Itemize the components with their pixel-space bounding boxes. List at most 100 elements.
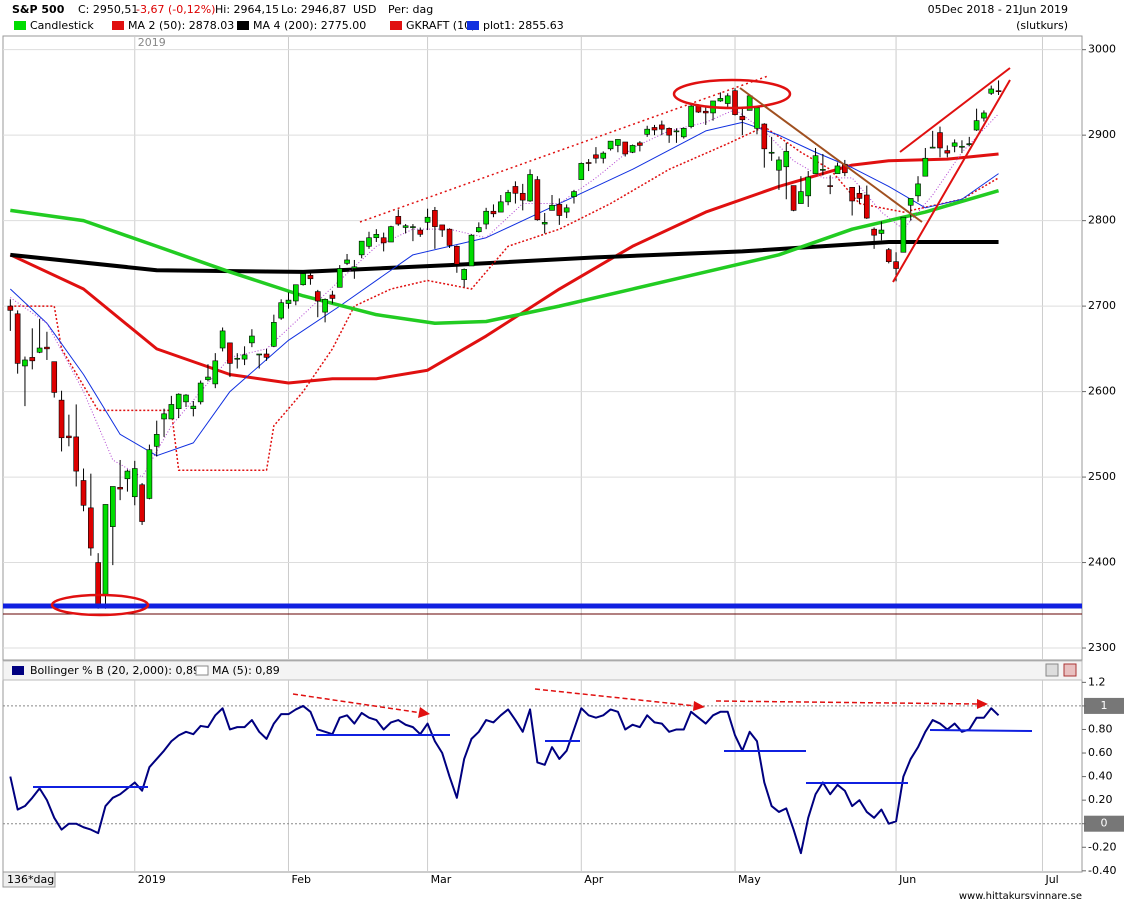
- candle-body: [556, 204, 563, 216]
- arrow: [534, 688, 697, 707]
- candle-body: [300, 273, 306, 286]
- candle-body: [600, 152, 607, 159]
- y-tick-label: -0.40: [1088, 864, 1116, 877]
- candle-body: [973, 120, 980, 131]
- candle-body: [995, 90, 1002, 93]
- trend-line: [899, 67, 1011, 153]
- candle-body: [468, 234, 475, 267]
- candle-body: [959, 145, 965, 148]
- candle-body: [790, 185, 797, 211]
- candle-body: [14, 313, 21, 364]
- candle-body: [812, 155, 819, 174]
- price-note: (slutkurs): [1016, 19, 1068, 32]
- candle-body: [446, 228, 453, 246]
- icon[interactable]: [1045, 663, 1059, 677]
- candle-body: [117, 487, 123, 490]
- candle-body: [893, 261, 899, 269]
- currency: USD: [353, 3, 377, 16]
- date-range: 05Dec 2018 - 21Jun 2019: [928, 3, 1068, 16]
- candle-body: [907, 198, 914, 206]
- candle-body: [22, 359, 28, 367]
- candle-body: [615, 139, 621, 146]
- tick-highlight: [1084, 697, 1124, 714]
- y-tick-label: 1: [1101, 699, 1108, 712]
- candle-body: [563, 207, 570, 213]
- candle-body: [461, 269, 467, 280]
- candle-body: [249, 335, 255, 344]
- legend-swatch: [195, 665, 209, 676]
- candle-body: [541, 222, 548, 225]
- candle-body: [314, 291, 321, 302]
- y-tick-label: 0.20: [1088, 793, 1113, 806]
- candle-body: [673, 130, 680, 133]
- candle-body: [578, 163, 585, 180]
- legend-swatch: [14, 21, 26, 30]
- y-tick-label: 3000: [1088, 43, 1116, 56]
- tick-highlight: [1084, 815, 1124, 832]
- candle-body: [512, 186, 519, 194]
- candle-body: [871, 228, 877, 236]
- candle-body: [146, 449, 153, 499]
- candle-body: [849, 186, 855, 202]
- y-tick-label: 2300: [1088, 641, 1116, 654]
- legend-swatch: [237, 21, 249, 30]
- candle-body: [168, 404, 175, 420]
- y-tick-label: 1.2: [1088, 675, 1106, 688]
- candle-body: [798, 191, 804, 204]
- ma-line: [10, 125, 999, 471]
- candle-body: [95, 562, 101, 605]
- legend-swatch: [12, 666, 24, 675]
- legend-label: MA (5): 0,89: [212, 664, 280, 677]
- candle-body: [278, 302, 284, 319]
- candle-body: [161, 413, 167, 420]
- candle-body: [417, 229, 424, 235]
- level-line: [929, 729, 1033, 732]
- candle-body: [285, 299, 292, 304]
- close: C: 2950,51: [78, 3, 138, 16]
- candle-body: [622, 141, 629, 155]
- legend-swatch: [390, 21, 402, 30]
- candle-body: [102, 504, 109, 595]
- candle-body: [212, 360, 219, 385]
- candle-body: [476, 227, 482, 233]
- candle-body: [951, 142, 958, 147]
- arrow: [715, 700, 981, 705]
- trend-line: [739, 87, 923, 223]
- candle-body: [585, 162, 592, 164]
- candle-body: [293, 284, 299, 302]
- legend-label: Candlestick: [30, 19, 94, 32]
- arrow: [292, 693, 423, 714]
- candle-body: [66, 435, 72, 439]
- candle-body: [344, 259, 350, 264]
- trend-line: [892, 79, 1011, 283]
- x-tick-label: Feb: [291, 873, 310, 886]
- y-tick-label: 2400: [1088, 556, 1116, 569]
- icon[interactable]: [1063, 663, 1077, 677]
- candle-body: [271, 322, 277, 347]
- candle-body: [805, 176, 812, 197]
- y-tick-label: 2500: [1088, 470, 1116, 483]
- circle: [672, 78, 792, 110]
- candle-body: [497, 201, 504, 213]
- y-tick-label: 0: [1101, 817, 1108, 830]
- candle-body: [366, 237, 372, 247]
- candle-body: [219, 330, 226, 349]
- candle-body: [820, 169, 826, 171]
- candle-body: [256, 353, 263, 356]
- candle-body: [88, 507, 94, 549]
- candle-body: [505, 192, 511, 203]
- candle-body: [629, 145, 636, 153]
- candle-body: [651, 127, 658, 131]
- candle-body: [263, 353, 270, 358]
- candle-body: [432, 210, 438, 227]
- candle-body: [410, 226, 416, 228]
- period: Per: dag: [388, 3, 433, 16]
- arrow-head: [977, 699, 988, 709]
- candle-body: [519, 192, 526, 201]
- arrow-head: [693, 701, 705, 711]
- period-count: 136*dag: [7, 873, 54, 886]
- sub-header: [2, 660, 1083, 681]
